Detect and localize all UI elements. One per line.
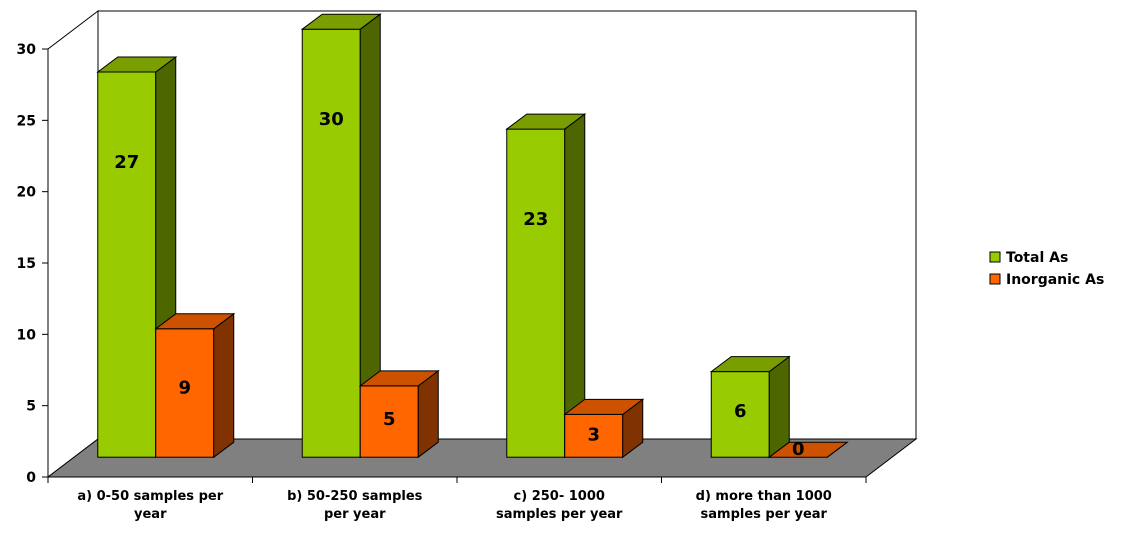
bar-top — [358, 370, 440, 387]
y-tick-label: 10 — [17, 327, 37, 343]
data-label: 3 — [587, 425, 600, 446]
x-category-label: per year — [324, 507, 386, 522]
x-category-label: samples per year — [701, 507, 828, 522]
x-category-label: year — [134, 507, 167, 522]
data-label: 30 — [319, 109, 344, 130]
x-category-label: c) 250- 1000 — [514, 489, 605, 504]
data-label: 5 — [383, 409, 396, 430]
legend-swatch — [989, 251, 1001, 263]
bar-top — [709, 356, 791, 373]
x-category-label: d) more than 1000 — [696, 489, 832, 504]
legend-label: Inorganic As — [1006, 272, 1104, 288]
bar-top — [767, 441, 849, 458]
legend-swatch — [989, 273, 1001, 285]
bar-front-total-as[interactable] — [97, 71, 157, 458]
legend-label: Total As — [1006, 250, 1068, 266]
bar-front-total-as[interactable] — [506, 128, 566, 458]
y-tick-label: 20 — [17, 185, 37, 201]
y-tick-label: 30 — [17, 42, 37, 58]
data-label: 27 — [114, 152, 139, 173]
bar-side — [768, 355, 790, 459]
bar-side — [213, 312, 235, 459]
data-label: 0 — [792, 439, 805, 460]
bar-front-total-as[interactable] — [710, 371, 770, 458]
data-label: 9 — [178, 378, 191, 399]
y-tick-label: 25 — [17, 113, 36, 129]
bar-front-inorganic-as[interactable] — [564, 413, 624, 458]
bar-top — [96, 56, 178, 73]
y-tick-label: 5 — [26, 399, 36, 415]
bar-front-total-as[interactable] — [301, 28, 361, 458]
bar-top — [154, 313, 236, 330]
x-category-label: a) 0-50 samples per — [77, 489, 223, 504]
bar-top — [300, 13, 382, 30]
side-wall — [47, 9, 99, 479]
y-tick-label: 15 — [17, 256, 36, 272]
x-category-label: b) 50-250 samples — [287, 489, 423, 504]
data-label: 6 — [734, 401, 747, 422]
bar-top — [563, 398, 645, 415]
y-tick-label: 0 — [26, 470, 36, 486]
bar-top — [505, 113, 587, 130]
bar-front-inorganic-as[interactable] — [155, 328, 215, 458]
x-category-label: samples per year — [496, 507, 623, 522]
data-label: 23 — [523, 209, 548, 230]
